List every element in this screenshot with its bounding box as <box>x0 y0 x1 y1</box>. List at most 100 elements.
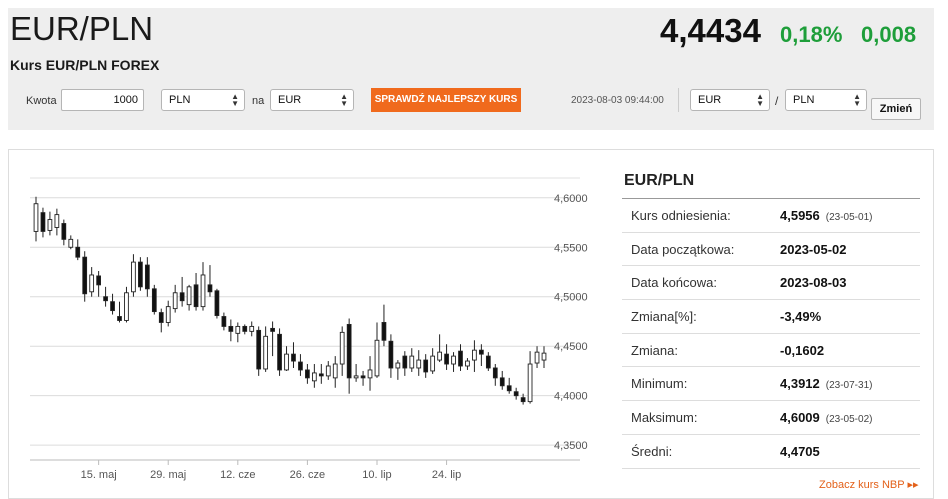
candle-body <box>144 264 150 290</box>
stats-row: Kurs odniesienia: 4,5956 (23-05-01) <box>622 199 920 233</box>
stats-row: Maksimum: 4,6009 (23-05-02) <box>622 401 920 435</box>
change-pair-button[interactable]: Zmień <box>871 98 921 120</box>
y-tick-label: 4,5000 <box>554 292 588 304</box>
candle-body <box>513 391 519 397</box>
candle-body <box>256 329 262 370</box>
candle-body <box>332 363 338 379</box>
candle-body <box>479 349 484 355</box>
best-rate-button[interactable]: SPRAWDŹ NAJLEPSZY KURS <box>371 88 521 112</box>
candle-body <box>388 340 394 369</box>
stats-label: Średni: <box>631 443 673 459</box>
candle-body <box>179 292 185 302</box>
candle-body <box>68 238 74 248</box>
candle-body <box>263 335 269 370</box>
y-tick-label: 4,4000 <box>554 391 588 403</box>
pair-separator: / <box>775 94 779 108</box>
candle-body <box>61 223 67 240</box>
stats-value-text: -0,1602 <box>780 342 825 358</box>
candle-body <box>103 296 108 302</box>
candle-body <box>395 362 401 369</box>
candle-body <box>270 327 275 332</box>
chevron-updown-icon: ▲ ▼ <box>853 92 861 108</box>
candle-body <box>520 397 526 403</box>
y-tick-label: 4,5500 <box>554 242 588 254</box>
candle-body <box>298 361 303 371</box>
chevron-updown-icon: ▲ ▼ <box>756 92 764 108</box>
change-percent: 0,18% <box>780 22 843 47</box>
candle-body <box>318 373 324 377</box>
stats-value: 4,3912 (23-07-31) <box>780 376 872 391</box>
divider <box>678 88 679 112</box>
quote-timestamp: 2023-08-03 09:44:00 <box>571 95 664 106</box>
stats-value: 4,5956 (23-05-01) <box>780 208 872 223</box>
stats-value-text: -3,49% <box>780 309 822 325</box>
candle-body <box>305 369 310 379</box>
candle-body <box>367 369 373 379</box>
stats-date: (23-05-01) <box>825 212 873 223</box>
candle-body <box>131 261 136 293</box>
nbp-rate-link[interactable]: Zobacz kurs NBP ▸▸ <box>819 479 919 491</box>
stats-value-text: 4,6009 <box>780 410 820 426</box>
stats-value-text: 4,3912 <box>780 376 820 392</box>
stats-label: Kurs odniesienia: <box>631 208 731 223</box>
candle-body <box>193 284 199 308</box>
stats-value: 4,6009 (23-05-02) <box>780 410 872 425</box>
candle-body <box>249 325 255 332</box>
x-tick-label: 12. cze <box>220 469 255 481</box>
pair-quote-select[interactable]: PLN ▲ ▼ <box>785 89 867 111</box>
pair-quote-value: PLN <box>793 94 815 106</box>
candle-body <box>221 316 227 327</box>
candle-body <box>311 372 317 382</box>
from-currency-select[interactable]: PLN ▲ ▼ <box>161 89 245 111</box>
candle-body <box>124 292 129 321</box>
candle-body <box>200 274 206 308</box>
candle-body <box>541 352 547 361</box>
stats-title: EUR/PLN <box>622 170 920 199</box>
to-currency-value: EUR <box>278 94 302 106</box>
candle-body <box>47 219 53 231</box>
candle-body <box>353 375 359 379</box>
candle-body <box>527 363 533 403</box>
stats-row: Zmiana: -0,1602 <box>622 334 920 368</box>
change-absolute: 0,008 <box>861 22 917 47</box>
candle-body <box>172 292 178 310</box>
x-tick-label: 26. cze <box>290 469 325 481</box>
candle-body <box>165 306 171 323</box>
candle-body <box>89 274 95 293</box>
stats-table: EUR/PLN Kurs odniesienia: 4,5956 (23-05-01… <box>622 170 920 469</box>
candle-body <box>228 325 234 332</box>
amount-input[interactable]: 1000 <box>61 89 144 111</box>
to-currency-select[interactable]: EUR ▲ ▼ <box>270 89 354 111</box>
candle-body <box>138 261 143 288</box>
candle-body <box>82 256 88 295</box>
candle-body <box>485 355 491 369</box>
candle-body <box>235 325 241 334</box>
to-label: na <box>252 95 265 107</box>
stats-row: Średni: 4,4705 <box>622 435 920 469</box>
candle-body <box>465 360 470 367</box>
candle-body <box>381 322 387 341</box>
candle-body <box>472 349 477 361</box>
stats-date: (23-07-31) <box>825 380 873 392</box>
candle-body <box>451 355 456 365</box>
stats-row: Minimum: 4,3912 (23-07-31) <box>622 367 920 402</box>
candle-body <box>207 284 213 293</box>
candle-body <box>284 353 289 371</box>
candle-body <box>151 288 157 313</box>
stats-label: Zmiana[%]: <box>631 309 697 325</box>
candle-body <box>430 355 436 372</box>
candle-body <box>444 353 449 365</box>
candle-body <box>158 312 164 323</box>
page-subtitle: Kurs EUR/PLN FOREX <box>10 57 160 73</box>
stats-value-text: 4,5956 <box>780 208 820 223</box>
candle-body <box>325 365 331 377</box>
candle-body <box>492 367 498 379</box>
stats-label: Data końcowa: <box>631 275 717 291</box>
stats-row: Data końcowa: 2023-08-03 <box>622 266 920 301</box>
stats-label: Zmiana: <box>631 342 678 358</box>
stats-value: -0,1602 <box>780 343 824 358</box>
current-rate: 4,4434 <box>660 12 761 49</box>
candle-body <box>214 290 220 316</box>
pair-base-select[interactable]: EUR ▲ ▼ <box>690 89 770 111</box>
candle-body <box>506 385 512 392</box>
